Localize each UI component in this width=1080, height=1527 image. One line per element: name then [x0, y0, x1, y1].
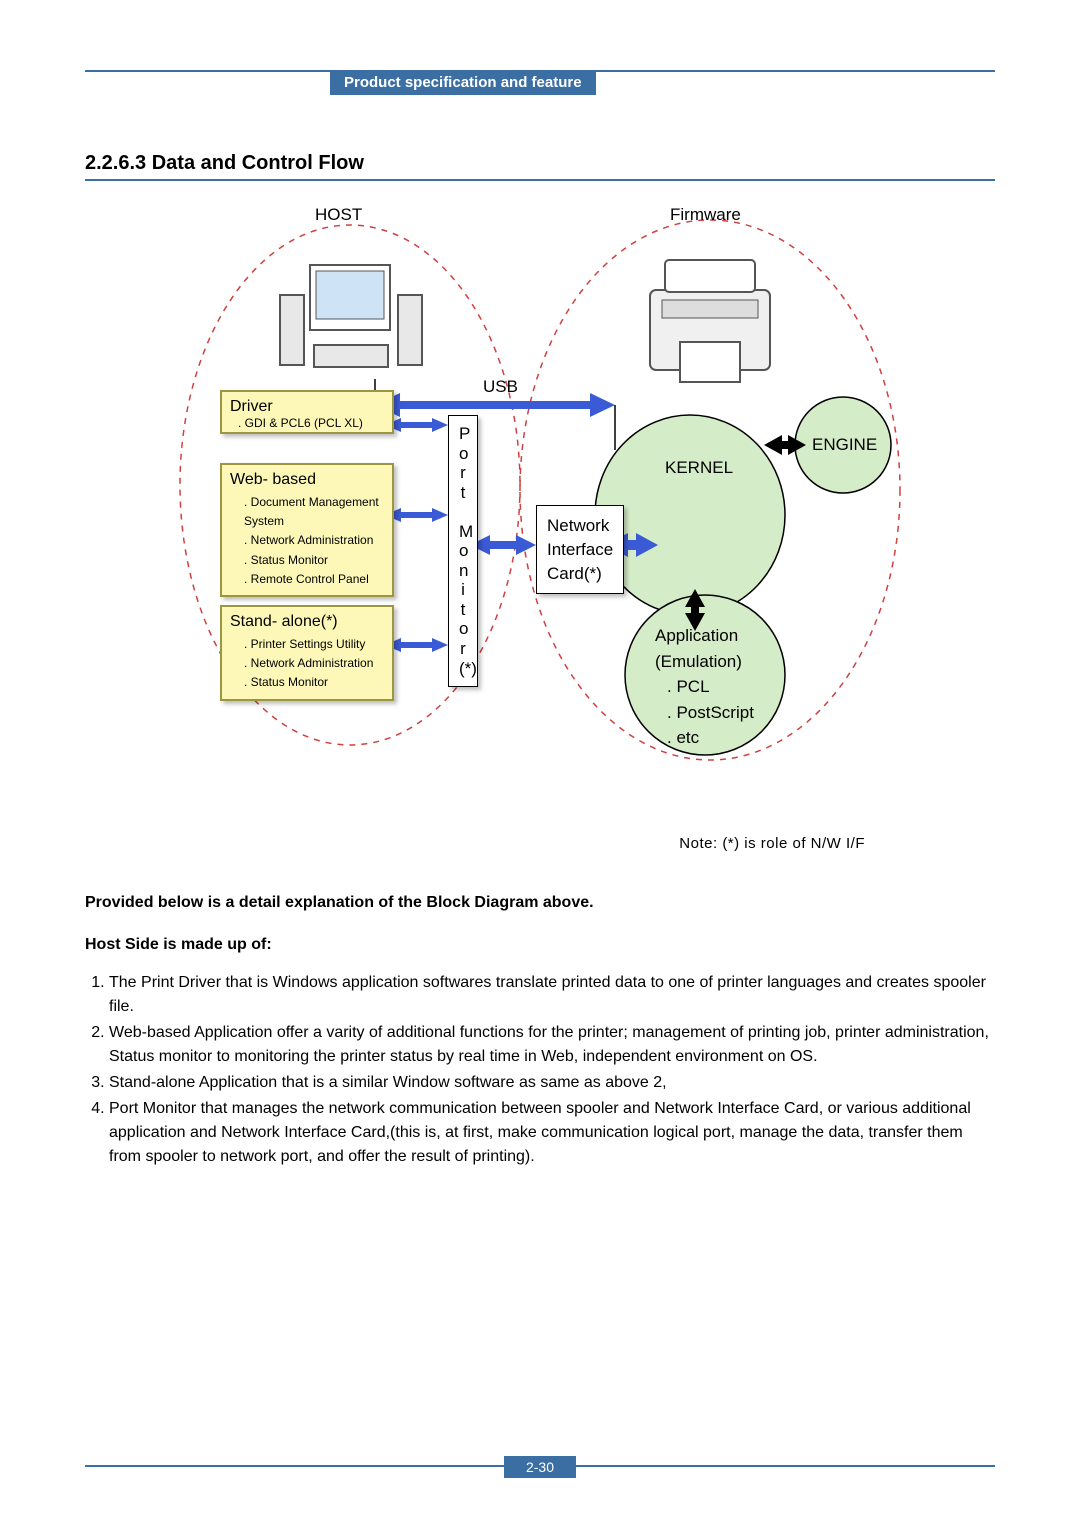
list-item: Port Monitor that manages the network co… — [109, 1097, 995, 1169]
nic-box: Network Interface Card(*) — [536, 505, 624, 594]
driver-sub: . GDI & PCL6 (PCL XL) — [238, 416, 384, 430]
webbased-box: Web- based Document Management System Ne… — [220, 463, 394, 597]
portmonitor-box: P o r t M o n i t o r (*) — [448, 415, 478, 687]
kernel-label: KERNEL — [665, 458, 733, 478]
intro-text: Provided below is a detail explanation o… — [85, 892, 995, 914]
list-item: The Print Driver that is Windows applica… — [109, 971, 995, 1019]
firmware-label: Firmware — [670, 205, 741, 225]
diagram: HOST Firmware Driver . GDI & PCL6 (PCL X… — [150, 205, 930, 825]
page-number: 2-30 — [504, 1456, 576, 1478]
application-label: Application (Emulation) . PCL . PostScri… — [655, 623, 754, 751]
driver-box: Driver . GDI & PCL6 (PCL XL) — [220, 390, 394, 434]
header-tab: Product specification and feature — [330, 70, 596, 95]
standalone-title: Stand- alone(*) — [230, 613, 384, 631]
host-label: HOST — [315, 205, 362, 225]
webbased-title: Web- based — [230, 471, 384, 489]
host-side-heading: Host Side is made up of: — [85, 934, 995, 956]
note-text: Note: (*) is role of N/W I/F — [85, 835, 995, 852]
webbased-list: Document Management System Network Admin… — [230, 493, 384, 589]
usb-label: USB — [483, 377, 518, 397]
driver-title: Driver — [230, 398, 384, 416]
explain-list: The Print Driver that is Windows applica… — [85, 971, 995, 1169]
standalone-box: Stand- alone(*) Printer Settings Utility… — [220, 605, 394, 701]
list-item: Web-based Application offer a varity of … — [109, 1021, 995, 1069]
list-item: Stand-alone Application that is a simila… — [109, 1071, 995, 1095]
section-title: 2.2.6.3 Data and Control Flow — [85, 152, 995, 181]
standalone-list: Printer Settings Utility Network Adminis… — [230, 635, 384, 693]
header-rule: Product specification and feature — [85, 70, 995, 72]
engine-label: ENGINE — [812, 435, 877, 455]
